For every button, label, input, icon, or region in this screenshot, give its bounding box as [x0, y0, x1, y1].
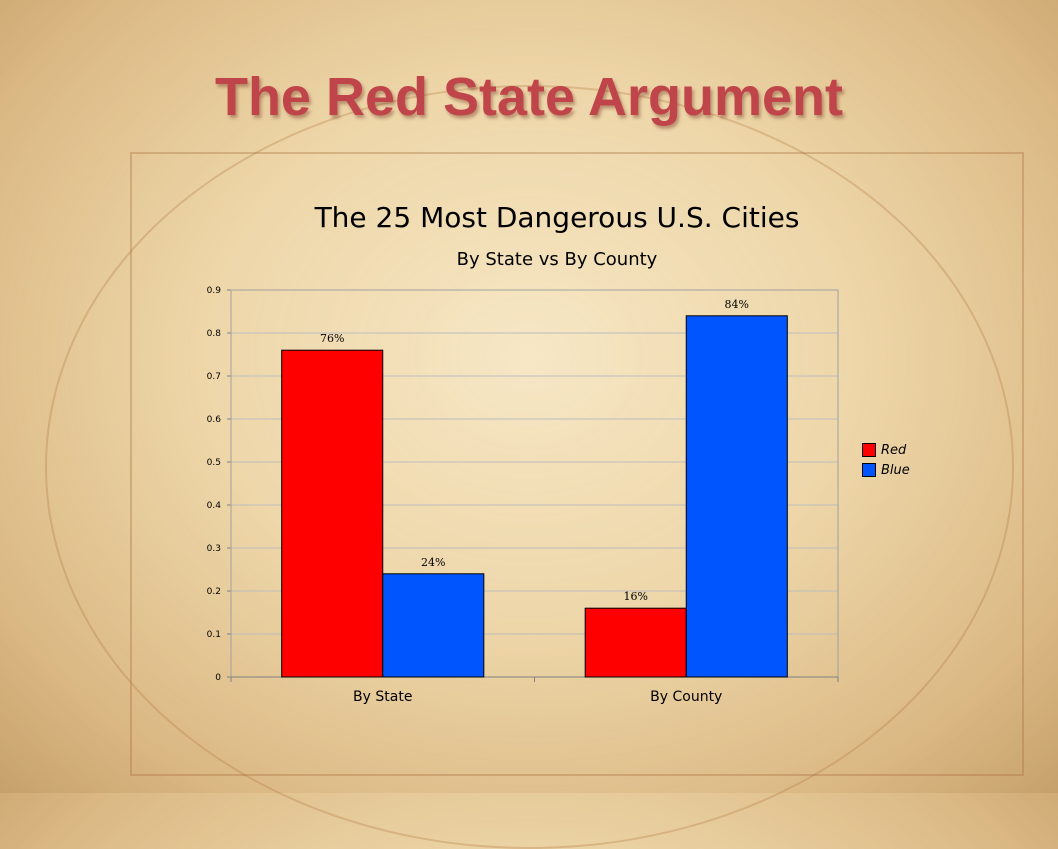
chart-title: The 25 Most Dangerous U.S. Cities [314, 201, 800, 234]
bar-red-1 [584, 607, 687, 678]
y-tick-label: 0 [215, 673, 221, 683]
decorative-frame [130, 152, 1024, 776]
x-category-label: By County [650, 689, 722, 705]
data-label: 16% [623, 590, 647, 603]
bar-red-0 [281, 349, 384, 678]
data-label: 84% [725, 298, 749, 311]
y-tick-label: 0.7 [207, 372, 221, 382]
legend-swatch-blue [862, 463, 876, 477]
data-label: 24% [421, 556, 445, 569]
y-tick-label: 0.3 [207, 544, 221, 554]
legend-item-blue: Blue [862, 460, 910, 480]
y-tick-label: 0.1 [207, 630, 221, 640]
slide-title: The Red State Argument [214, 67, 844, 127]
bar-blue-1 [685, 315, 788, 678]
y-tick-label: 0.4 [207, 501, 222, 511]
legend-label-red: Red [881, 442, 907, 458]
y-tick-label: 0.6 [207, 415, 222, 425]
y-tick-label: 0.2 [207, 587, 221, 597]
y-tick-label: 0.9 [207, 286, 222, 296]
legend-swatch-red [862, 443, 876, 457]
legend-label-blue: Blue [881, 462, 910, 478]
chart-legend: Red Blue [862, 440, 910, 480]
legend-item-red: Red [862, 440, 910, 460]
chart-panel: The 25 Most Dangerous U.S. Cities By Sta… [182, 185, 932, 725]
bar-blue-0 [382, 573, 485, 678]
y-tick-label: 0.5 [207, 458, 221, 468]
x-category-label: By State [353, 689, 412, 705]
data-label: 76% [320, 332, 344, 345]
bar-chart: 0 0.1 0.2 0.3 0.4 0.5 0.6 0.7 0.8 0.9 76% 24% By Sta… [207, 286, 839, 705]
y-tick-label: 0.8 [207, 329, 222, 339]
chart-subtitle: By State vs By County [456, 249, 658, 270]
